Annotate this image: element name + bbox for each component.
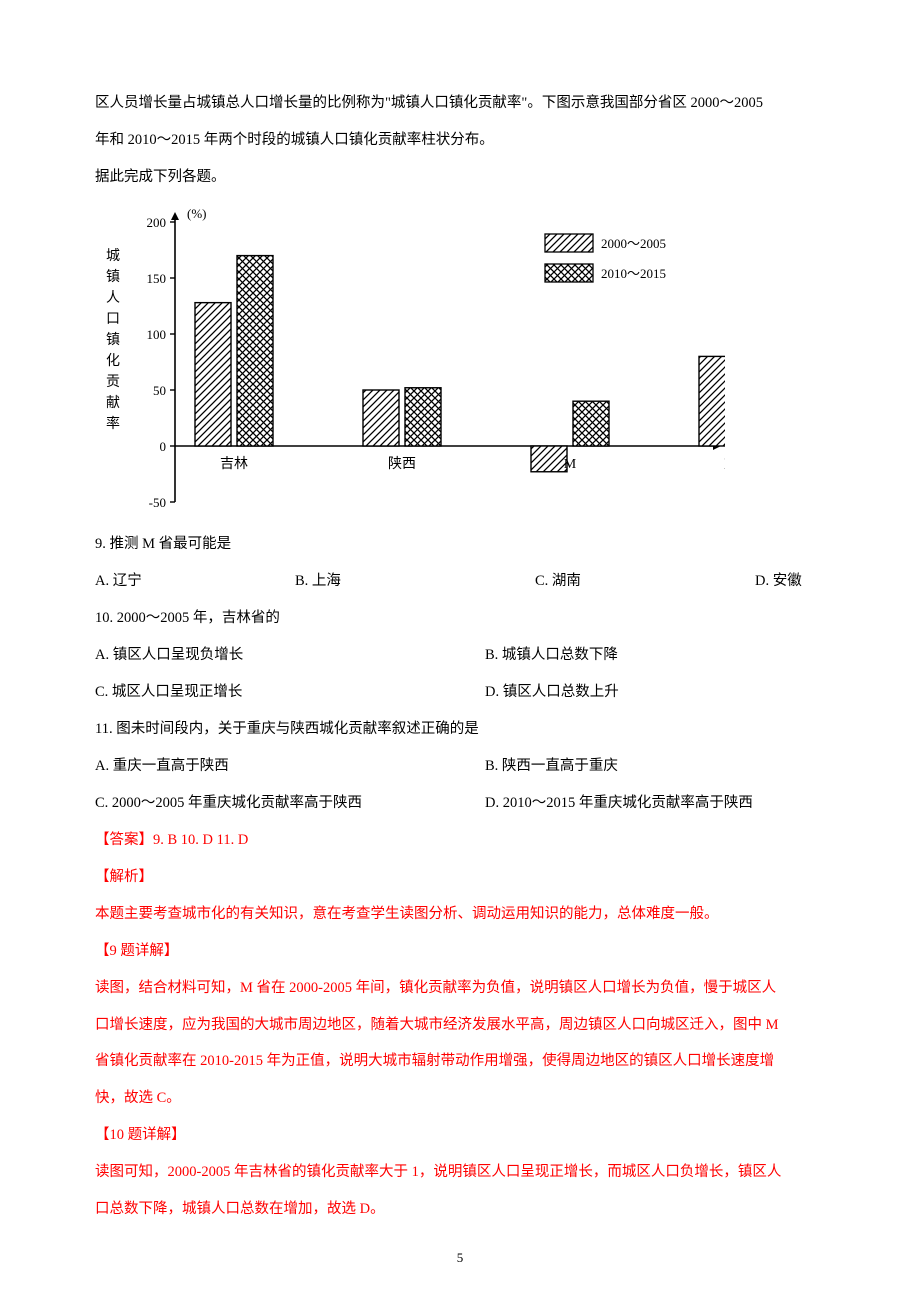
svg-text:(%): (%) xyxy=(187,206,207,221)
q10-opt-b: B. 城镇人口总数下降 xyxy=(485,637,825,674)
svg-text:献: 献 xyxy=(106,395,120,411)
q11-stem: 11. 图未时间段内，关于重庆与陕西城化贡献率叙述正确的是 xyxy=(95,711,825,748)
svg-text:100: 100 xyxy=(147,327,167,342)
svg-text:2010～2015: 2010～2015 xyxy=(601,266,666,281)
q9-opt-b: B. 上海 xyxy=(295,563,535,600)
e9-l4: 快，故选 C。 xyxy=(95,1080,825,1117)
q10-options-cd: C. 城区人口呈现正增长 D. 镇区人口总数上升 xyxy=(95,674,825,711)
svg-text:M: M xyxy=(564,457,577,472)
intro-line-3: 据此完成下列各题。 xyxy=(95,159,825,196)
e9-l2: 口增长速度，应为我国的大城市周边地区，随着大城市经济发展水平高，周边镇区人口向城… xyxy=(95,1007,825,1044)
svg-text:化: 化 xyxy=(106,353,120,369)
svg-text:城: 城 xyxy=(106,248,120,264)
explain-header: 【解析】 xyxy=(95,859,825,896)
svg-text:150: 150 xyxy=(147,271,167,286)
q10-options-ab: A. 镇区人口呈现负增长 B. 城镇人口总数下降 xyxy=(95,637,825,674)
q10-stem: 10. 2000～2005 年，吉林省的 xyxy=(95,600,825,637)
svg-text:吉林: 吉林 xyxy=(220,456,248,472)
q9-opt-a: A. 辽宁 xyxy=(95,563,295,600)
e10-l2: 口总数下降，城镇人口总数在增加，故选 D。 xyxy=(95,1191,825,1228)
svg-text:0: 0 xyxy=(160,439,167,454)
q11-options-cd: C. 2000～2005 年重庆城化贡献率高于陕西 D. 2010～2015 年… xyxy=(95,785,825,822)
svg-text:50: 50 xyxy=(153,383,166,398)
svg-text:镇: 镇 xyxy=(106,332,120,348)
q11-options-ab: A. 重庆一直高于陕西 B. 陕西一直高于重庆 xyxy=(95,748,825,785)
e9-l1: 读图，结合材料可知，M 省在 2000-2005 年间，镇化贡献率为负值，说明镇… xyxy=(95,970,825,1007)
contribution-rate-chart: (%)-50050100150200城镇人口镇化贡献率吉林陕西M重庆2000～2… xyxy=(85,202,725,522)
q11-opt-d: D. 2010～2015 年重庆城化贡献率高于陕西 xyxy=(485,785,825,822)
q9-options: A. 辽宁 B. 上海 C. 湖南 D. 安徽 xyxy=(95,563,825,600)
svg-text:贡: 贡 xyxy=(106,375,120,390)
q10-opt-c: C. 城区人口呈现正增长 xyxy=(95,674,485,711)
e9-l3: 省镇化贡献率在 2010-2015 年为正值，说明大城市辐射带动作用增强，使得周… xyxy=(95,1043,825,1080)
intro-line-1: 区人员增长量占城镇总人口增长量的比例称为"城镇人口镇化贡献率"。下图示意我国部分… xyxy=(95,85,825,122)
q11-opt-b: B. 陕西一直高于重庆 xyxy=(485,748,825,785)
svg-text:2000～2005: 2000～2005 xyxy=(601,236,666,251)
q10-opt-a: A. 镇区人口呈现负增长 xyxy=(95,637,485,674)
e10-title: 【10 题详解】 xyxy=(95,1117,825,1154)
svg-text:镇: 镇 xyxy=(106,269,120,285)
q9-stem: 9. 推测 M 省最可能是 xyxy=(95,526,825,563)
q9-opt-c: C. 湖南 xyxy=(535,563,755,600)
explain-intro: 本题主要考查城市化的有关知识，意在考查学生读图分析、调动运用知识的能力，总体难度… xyxy=(95,896,825,933)
q11-opt-a: A. 重庆一直高于陕西 xyxy=(95,748,485,785)
e10-l1: 读图可知，2000-2005 年吉林省的镇化贡献率大于 1，说明镇区人口呈现正增… xyxy=(95,1154,825,1191)
svg-text:人: 人 xyxy=(106,290,120,306)
svg-text:口: 口 xyxy=(106,312,120,327)
svg-text:重庆: 重庆 xyxy=(724,456,725,472)
svg-text:陕西: 陕西 xyxy=(388,456,416,472)
answer-line: 【答案】9. B 10. D 11. D xyxy=(95,822,825,859)
intro-line-2: 年和 2010～2015 年两个时段的城镇人口镇化贡献率柱状分布。 xyxy=(95,122,825,159)
q10-opt-d: D. 镇区人口总数上升 xyxy=(485,674,825,711)
svg-text:-50: -50 xyxy=(149,495,166,510)
q9-opt-d: D. 安徽 xyxy=(755,563,825,600)
q11-opt-c: C. 2000～2005 年重庆城化贡献率高于陕西 xyxy=(95,785,485,822)
svg-text:200: 200 xyxy=(147,215,167,230)
page-number: 5 xyxy=(0,1250,920,1266)
e9-title: 【9 题详解】 xyxy=(95,933,825,970)
svg-text:率: 率 xyxy=(106,415,120,432)
